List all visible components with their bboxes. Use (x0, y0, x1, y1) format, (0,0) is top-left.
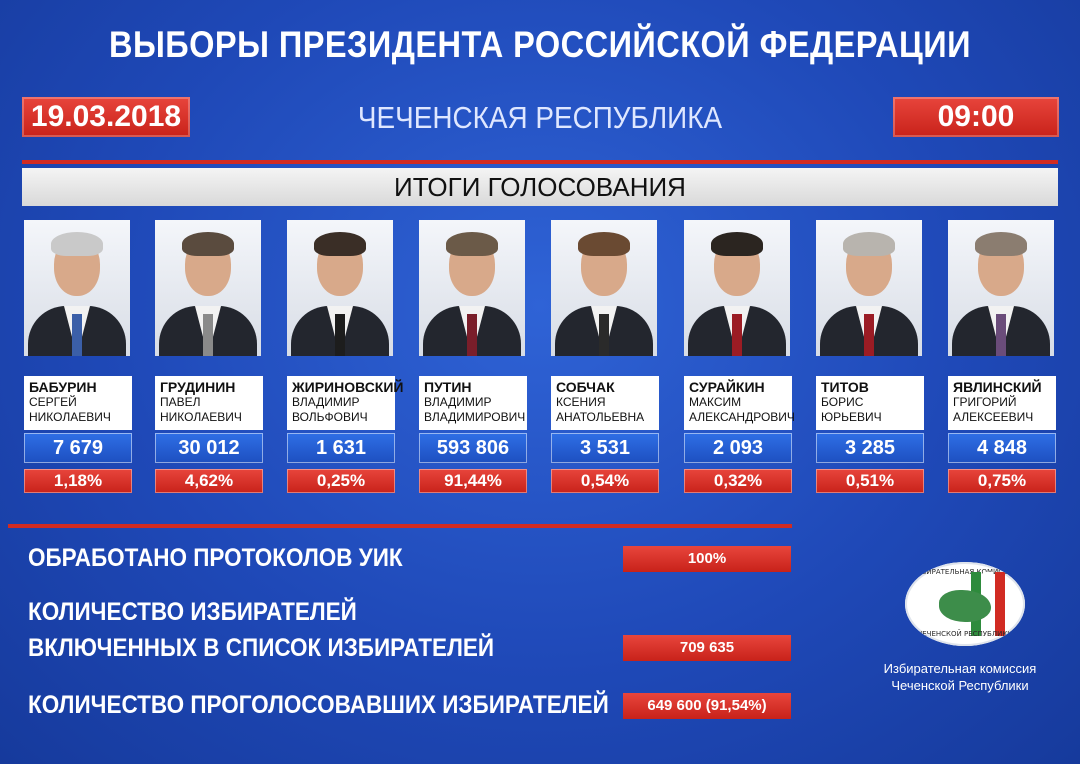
candidate-last-name: ЯВЛИНСКИЙ (953, 379, 1042, 395)
candidate-last-name: СОБЧАК (556, 379, 615, 395)
turnout-label: КОЛИЧЕСТВО ПРОГОЛОСОВАВШИХ ИЗБИРАТЕЛЕЙ (28, 691, 609, 719)
candidate-percent: 91,44% (419, 469, 527, 493)
candidate-photo (24, 220, 130, 356)
results-title: ИТОГИ ГОЛОСОВАНИЯ (22, 168, 1058, 206)
candidate-card: ГРУДИНИН ПАВЕЛ НИКОЛАЕВИЧ 30 012 4,62% (155, 220, 263, 493)
candidate-votes: 30 012 (155, 433, 263, 463)
candidate-first-name: СЕРГЕЙ (29, 395, 77, 409)
candidate-votes: 3 531 (551, 433, 659, 463)
candidate-votes: 3 285 (816, 433, 924, 463)
protocols-label: ОБРАБОТАНО ПРОТОКОЛОВ УИК (28, 544, 403, 572)
candidate-first-name: МАКСИМ (689, 395, 742, 409)
candidate-name: ГРУДИНИН ПАВЕЛ НИКОЛАЕВИЧ (155, 376, 263, 430)
candidate-percent: 0,25% (287, 469, 395, 493)
candidate-photo (816, 220, 922, 356)
candidate-card: БАБУРИН СЕРГЕЙ НИКОЛАЕВИЧ 7 679 1,18% (24, 220, 132, 493)
candidate-last-name: ЖИРИНОВСКИЙ (292, 379, 404, 395)
candidate-percent: 1,18% (24, 469, 132, 493)
candidate-patronymic: ВЛАДИМИРОВИЧ (424, 410, 526, 424)
candidate-card: СОБЧАК КСЕНИЯ АНАТОЛЬЕВНА 3 531 0,54% (551, 220, 659, 493)
candidate-name: ТИТОВ БОРИС ЮРЬЕВИЧ (816, 376, 924, 430)
candidate-first-name: БОРИС (821, 395, 864, 409)
candidate-patronymic: АНАТОЛЬЕВНА (556, 410, 645, 424)
candidate-votes: 593 806 (419, 433, 527, 463)
date-badge: 19.03.2018 (22, 97, 190, 137)
page-title: ВЫБОРЫ ПРЕЗИДЕНТА РОССИЙСКОЙ ФЕДЕРАЦИИ (109, 24, 971, 65)
candidate-last-name: ПУТИН (424, 379, 472, 395)
candidate-name: ПУТИН ВЛАДИМИР ВЛАДИМИРОВИЧ (419, 376, 527, 430)
commission-name: Избирательная комиссия Чеченской Республ… (850, 660, 1070, 694)
emblem-red-stripe (995, 572, 1005, 636)
candidate-first-name: ПАВЕЛ (160, 395, 201, 409)
candidate-patronymic: НИКОЛАЕВИЧ (160, 410, 242, 424)
candidate-percent: 0,54% (551, 469, 659, 493)
candidate-photo (419, 220, 525, 356)
candidate-percent: 4,62% (155, 469, 263, 493)
candidate-patronymic: АЛЕКСАНДРОВИЧ (689, 410, 795, 424)
emblem-text-top: ИЗБИРАТЕЛЬНАЯ КОМИССИЯ (911, 568, 1019, 576)
commission-emblem: ИЗБИРАТЕЛЬНАЯ КОМИССИЯ ЧЕЧЕНСКОЙ РЕСПУБЛ… (905, 562, 1025, 646)
voters-label-line1: КОЛИЧЕСТВО ИЗБИРАТЕЛЕЙ (28, 598, 357, 626)
turnout-value: 649 600 (91,54%) (623, 693, 791, 719)
candidate-first-name: КСЕНИЯ (556, 395, 606, 409)
candidate-card: СУРАЙКИН МАКСИМ АЛЕКСАНДРОВИЧ 2 093 0,32… (684, 220, 795, 493)
candidate-photo (287, 220, 393, 356)
candidate-patronymic: ВОЛЬФОВИЧ (292, 410, 368, 424)
candidate-first-name: ВЛАДИМИР (292, 395, 360, 409)
candidate-votes: 7 679 (24, 433, 132, 463)
protocols-value: 100% (623, 546, 791, 572)
candidate-patronymic: ЮРЬЕВИЧ (821, 410, 882, 424)
candidate-last-name: ТИТОВ (821, 379, 869, 395)
candidate-photo (551, 220, 657, 356)
candidate-percent: 0,75% (948, 469, 1056, 493)
voters-label-line2: ВКЛЮЧЕННЫХ В СПИСОК ИЗБИРАТЕЛЕЙ (28, 634, 495, 662)
emblem-text-bottom: ЧЕЧЕНСКОЙ РЕСПУБЛИКИ (917, 630, 1013, 638)
candidate-patronymic: НИКОЛАЕВИЧ (29, 410, 111, 424)
candidate-last-name: ГРУДИНИН (160, 379, 236, 395)
commission-line1: Избирательная комиссия (883, 661, 1037, 676)
candidate-photo (155, 220, 261, 356)
candidate-percent: 0,32% (684, 469, 792, 493)
candidate-percent: 0,51% (816, 469, 924, 493)
candidate-last-name: БАБУРИН (29, 379, 97, 395)
commission-line2: Чеченской Республики (891, 678, 1029, 693)
candidate-card: ЯВЛИНСКИЙ ГРИГОРИЙ АЛЕКСЕЕВИЧ 4 848 0,75… (948, 220, 1056, 493)
candidate-votes: 4 848 (948, 433, 1056, 463)
candidate-last-name: СУРАЙКИН (689, 379, 765, 395)
candidate-photo (684, 220, 790, 356)
divider-top (22, 160, 1058, 164)
candidate-first-name: ВЛАДИМИР (424, 395, 492, 409)
candidate-name: СУРАЙКИН МАКСИМ АЛЕКСАНДРОВИЧ (684, 376, 795, 430)
candidate-name: БАБУРИН СЕРГЕЙ НИКОЛАЕВИЧ (24, 376, 132, 430)
candidate-card: ТИТОВ БОРИС ЮРЬЕВИЧ 3 285 0,51% (816, 220, 924, 493)
candidate-first-name: ГРИГОРИЙ (953, 395, 1017, 409)
candidate-patronymic: АЛЕКСЕЕВИЧ (953, 410, 1034, 424)
emblem-map-icon (939, 590, 991, 622)
candidate-name: СОБЧАК КСЕНИЯ АНАТОЛЬЕВНА (551, 376, 659, 430)
candidate-votes: 2 093 (684, 433, 792, 463)
voters-value: 709 635 (623, 635, 791, 661)
candidate-photo (948, 220, 1054, 356)
divider-bottom (8, 524, 792, 528)
candidate-name: ЖИРИНОВСКИЙ ВЛАДИМИР ВОЛЬФОВИЧ (287, 376, 404, 430)
candidate-card: ПУТИН ВЛАДИМИР ВЛАДИМИРОВИЧ 593 806 91,4… (419, 220, 527, 493)
time-badge: 09:00 (893, 97, 1059, 137)
candidate-card: ЖИРИНОВСКИЙ ВЛАДИМИР ВОЛЬФОВИЧ 1 631 0,2… (287, 220, 404, 493)
candidate-name: ЯВЛИНСКИЙ ГРИГОРИЙ АЛЕКСЕЕВИЧ (948, 376, 1056, 430)
region-label: ЧЕЧЕНСКАЯ РЕСПУБЛИКА (357, 100, 723, 135)
candidate-votes: 1 631 (287, 433, 395, 463)
